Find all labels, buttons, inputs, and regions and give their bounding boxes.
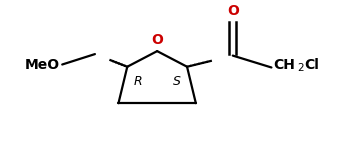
Text: O: O	[227, 4, 239, 18]
Text: 2: 2	[297, 63, 304, 73]
Text: R: R	[133, 75, 142, 88]
Text: O: O	[151, 33, 163, 47]
Text: MeO: MeO	[24, 58, 59, 71]
Text: S: S	[173, 75, 181, 88]
Text: Cl: Cl	[304, 58, 319, 72]
Text: CH: CH	[273, 58, 295, 72]
